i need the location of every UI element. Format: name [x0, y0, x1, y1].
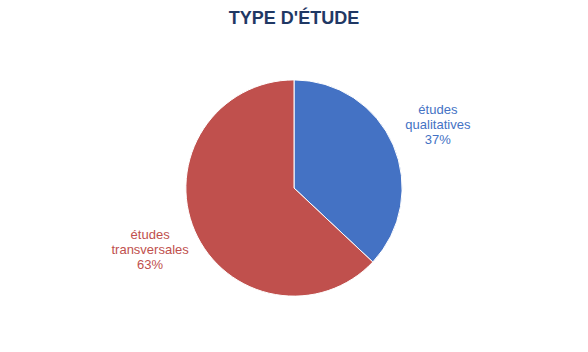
svg-text:étudestransversales63%: étudestransversales63%: [111, 227, 189, 272]
svg-text:étudesqualitatives37%: étudesqualitatives37%: [405, 102, 471, 147]
html-text:TYPE D'ÉTUDE: TYPE D'ÉTUDE: [228, 8, 360, 28]
